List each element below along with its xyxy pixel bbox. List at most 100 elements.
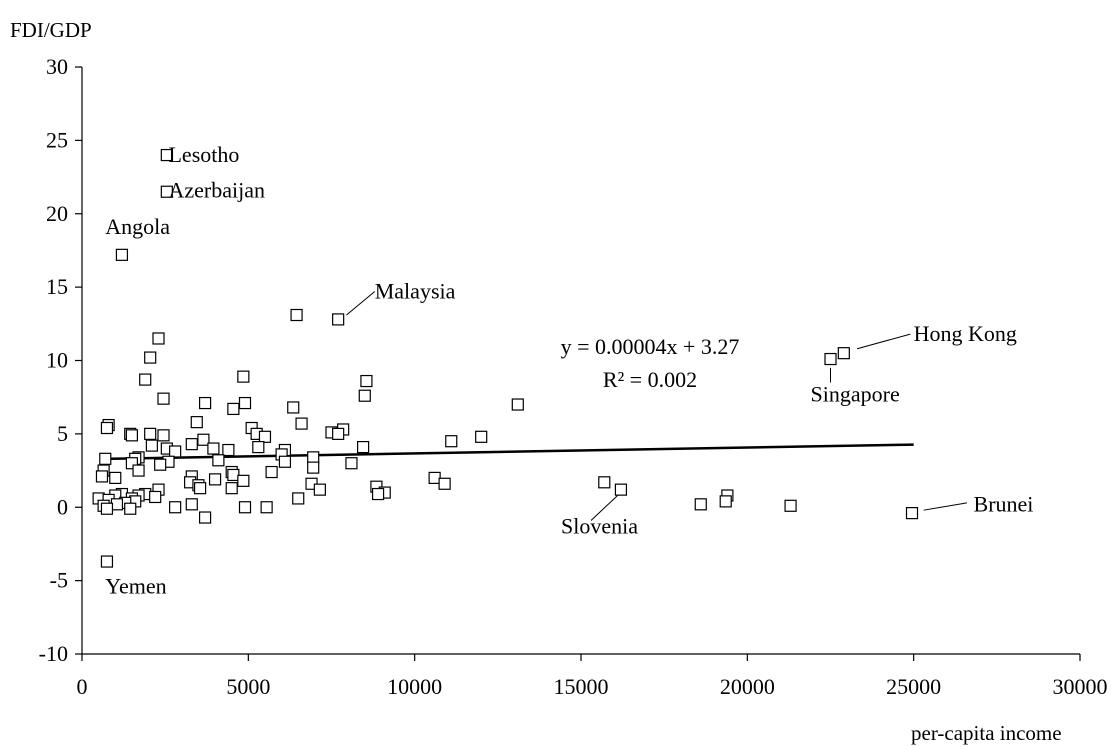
data-point: [157, 392, 170, 405]
data-point: [207, 442, 220, 455]
data-point: [144, 351, 157, 364]
data-point: [95, 470, 109, 483]
data-point: [109, 471, 122, 484]
data-point: [125, 429, 139, 442]
data-point: [198, 396, 212, 410]
data-point: [145, 439, 158, 452]
data-point: [287, 401, 300, 414]
data-point: [110, 498, 124, 511]
data-point: [157, 429, 170, 442]
data-point: [237, 370, 250, 383]
data-point: [371, 487, 385, 501]
y-tick-label: -10: [39, 641, 68, 666]
point-label: Yemen: [105, 573, 166, 598]
annotations: Lesotho Azerbaijan Angola Malaysia Hong Kong…: [105, 142, 1033, 598]
data-point: [144, 427, 157, 440]
x-tick-label: 5000: [226, 674, 270, 699]
data-point: [358, 389, 371, 402]
data-point: [719, 495, 732, 508]
y-axis-title: FDI/GDP: [10, 18, 92, 42]
data-point: [511, 398, 524, 411]
data-point: [185, 498, 198, 511]
tick-labels: -10 -5 0 5 10 15 20 25 30 0 5000 10000 15000 20000 250…: [39, 54, 1108, 699]
y-tick-label: 20: [46, 201, 68, 226]
data-point: [428, 471, 441, 484]
point-label: Lesotho: [168, 142, 239, 167]
data-point: [905, 507, 919, 520]
data-point: [345, 457, 358, 470]
data-point: [614, 483, 628, 496]
data-point: [438, 477, 451, 490]
data-point: [824, 352, 837, 366]
data-point: [357, 440, 370, 454]
data-point: [190, 416, 203, 429]
y-tick-label: 15: [46, 274, 68, 299]
x-tick-label: 10000: [387, 674, 442, 699]
data-point: [152, 332, 165, 345]
point-label: Brunei: [974, 491, 1034, 516]
data-point: [598, 476, 611, 489]
data-point: [265, 465, 278, 479]
point-label: Singapore: [811, 381, 900, 406]
data-point: [238, 501, 252, 514]
x-tick-label: 15000: [554, 674, 609, 699]
x-tick-label: 20000: [720, 674, 775, 699]
data-point: [193, 482, 207, 495]
data-point: [292, 492, 305, 505]
data-point: [475, 430, 488, 443]
x-axis-title: per-capita income: [911, 721, 1062, 745]
y-tick-label: 10: [46, 348, 68, 373]
data-point: [197, 433, 210, 446]
data-point: [185, 438, 198, 451]
leader-line: [590, 495, 618, 521]
y-tick-label: 25: [46, 127, 68, 152]
data-point: [307, 461, 320, 474]
axes: [75, 66, 1081, 661]
data-point: [100, 555, 114, 568]
data-point: [100, 421, 114, 435]
x-tick-label: 0: [77, 674, 88, 699]
data-point: [160, 148, 173, 162]
r-squared-label: R² = 0.002: [603, 367, 697, 392]
x-tick-label: 25000: [886, 674, 941, 699]
data-point: [225, 482, 238, 495]
x-tick-label: 30000: [1053, 674, 1108, 699]
data-point: [260, 501, 273, 514]
y-tick-label: 5: [57, 421, 68, 446]
data-point: [238, 396, 252, 410]
data-point: [445, 435, 458, 448]
data-point: [99, 452, 112, 465]
data-point: [169, 445, 182, 458]
point-label: Hong Kong: [914, 321, 1017, 346]
y-tick-label: 0: [57, 494, 68, 519]
leader-line: [346, 291, 376, 316]
data-point: [360, 374, 373, 388]
trendline: [101, 443, 914, 461]
point-label: Slovenia: [561, 513, 638, 538]
data-point: [208, 473, 222, 486]
data-point: [258, 430, 272, 443]
data-point: [837, 347, 850, 360]
point-label: Angola: [105, 214, 170, 239]
data-point: [307, 451, 320, 464]
data-point: [169, 501, 182, 514]
data-point: [252, 440, 265, 454]
data-point: [139, 373, 152, 386]
data-point: [227, 402, 240, 416]
data-point: [295, 417, 308, 430]
trendline-equation: y = 0.00004x + 3.27: [561, 334, 740, 359]
y-tick-label: -5: [50, 568, 68, 593]
data-point: [784, 499, 797, 512]
data-point: [132, 464, 145, 477]
data-point: [100, 502, 114, 515]
data-point: [124, 502, 137, 515]
point-label: Azerbaijan: [168, 177, 265, 202]
data-point: [290, 308, 303, 322]
data-point: [227, 468, 240, 482]
data-point: [212, 454, 225, 467]
data-point: [160, 185, 173, 198]
data-point: [332, 313, 345, 326]
leader-line: [923, 502, 967, 511]
leader-line: [856, 333, 911, 350]
